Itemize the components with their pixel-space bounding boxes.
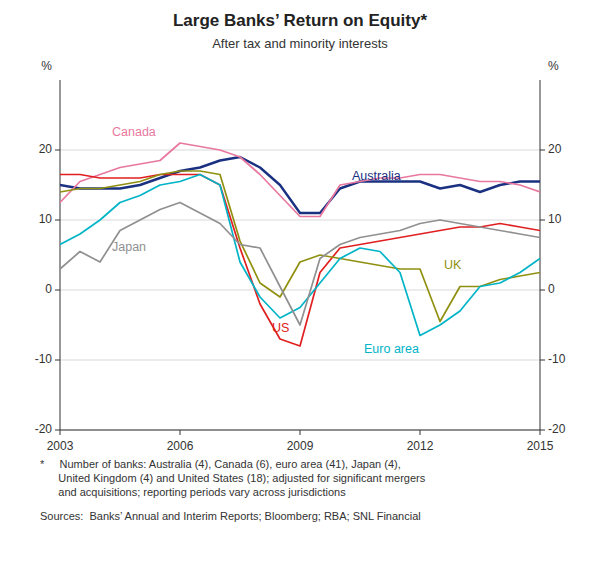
grid-line xyxy=(60,360,540,361)
grid xyxy=(60,150,540,430)
y2-tick-label: -20 xyxy=(548,422,566,436)
series-label: Japan xyxy=(112,240,146,254)
x-tick-label: 2012 xyxy=(407,439,434,453)
y2-tick xyxy=(540,430,545,431)
footnote-line: United Kingdom (4) and United States (18… xyxy=(40,472,426,484)
x-tick xyxy=(300,430,301,435)
axes: -20 -10 0 10 20 -20 -10 0 10 20 2003 2006 2009 2012 20… xyxy=(35,80,566,453)
y-tick xyxy=(55,430,60,431)
series-line xyxy=(60,143,540,217)
series-label: Canada xyxy=(112,125,156,139)
series-line xyxy=(60,175,540,347)
footnote: Sources: Banks’ Annual and Interim Repor… xyxy=(40,510,421,522)
y2-tick xyxy=(540,220,545,221)
series-label: Australia xyxy=(352,169,401,183)
grid-line xyxy=(60,220,540,221)
series-label: UK xyxy=(444,258,462,272)
x-tick-label: 2009 xyxy=(287,439,314,453)
x-tick-label: 2006 xyxy=(167,439,194,453)
annotations: Australia Canada US UK Euro area Japan xyxy=(112,125,462,356)
x-tick xyxy=(540,430,541,435)
y-tick xyxy=(55,290,60,291)
series-label: US xyxy=(272,321,289,335)
subtitle: After tax and minority interests xyxy=(212,36,388,51)
y2-tick xyxy=(540,360,545,361)
y-tick xyxy=(55,150,60,151)
footnote-line: and acquisitions; reporting periods vary… xyxy=(40,486,346,498)
footnote: * Number of banks: Australia (4), Canada… xyxy=(40,458,426,498)
series-line xyxy=(60,203,540,326)
y-tick-label: 10 xyxy=(39,212,53,226)
y2-axis-label: % xyxy=(548,59,559,73)
series-line xyxy=(60,175,540,336)
series-lines xyxy=(60,143,540,346)
title: Large Banks’ Return on Equity* xyxy=(173,11,427,30)
series-label: Euro area xyxy=(364,342,419,356)
x-tick xyxy=(60,430,61,435)
chart: Large Banks’ Return on Equity* After tax … xyxy=(0,0,600,574)
y-axis-line xyxy=(60,80,61,430)
x-tick xyxy=(420,430,421,435)
y2-tick-label: -10 xyxy=(548,352,566,366)
y2-tick xyxy=(540,150,545,151)
y-tick xyxy=(55,360,60,361)
x-tick-label: 2003 xyxy=(47,439,74,453)
y-tick-label: -10 xyxy=(35,352,53,366)
y2-tick-label: 0 xyxy=(548,282,555,296)
y2-tick-label: 20 xyxy=(548,142,562,156)
grid-line xyxy=(60,150,540,151)
grid-line xyxy=(60,290,540,291)
y2-axis-line xyxy=(540,80,541,430)
background xyxy=(0,0,600,574)
x-tick xyxy=(180,430,181,435)
footnote-line: * Number of banks: Australia (4), Canada… xyxy=(40,458,401,470)
y2-tick-label: 10 xyxy=(548,212,562,226)
y-tick-label: 20 xyxy=(39,142,53,156)
x-tick-label: 2015 xyxy=(527,439,554,453)
y-tick-label: 0 xyxy=(45,282,52,296)
y-tick xyxy=(55,220,60,221)
y2-tick xyxy=(540,290,545,291)
y-axis-label: % xyxy=(41,59,52,73)
series-line xyxy=(60,171,540,322)
footnote-line: Sources: Banks’ Annual and Interim Repor… xyxy=(40,510,421,522)
y-tick-label: -20 xyxy=(35,422,53,436)
